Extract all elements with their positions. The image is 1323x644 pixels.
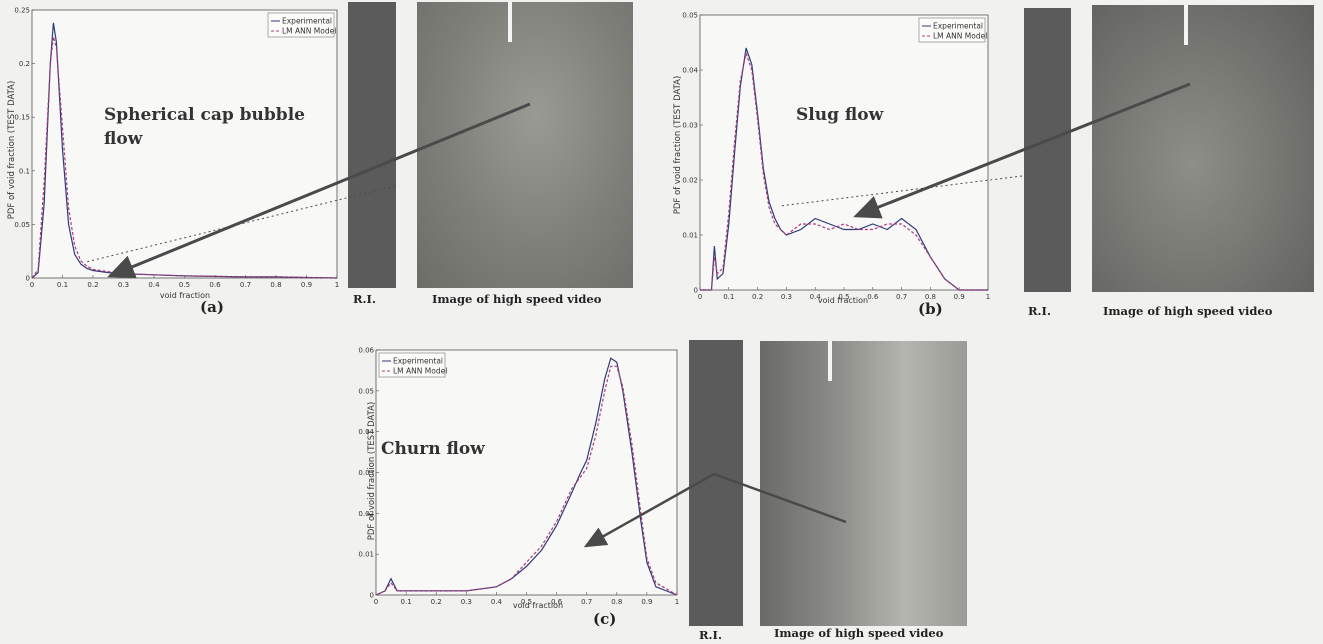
x-tick-label: 0.4 bbox=[491, 598, 503, 606]
legend-label: LM ANN Model bbox=[393, 367, 447, 376]
chart-a: PDF of void fraction (TEST DATA) void fr… bbox=[7, 7, 339, 301]
ri-strip bbox=[689, 340, 743, 626]
x-axis-label: void fraction bbox=[818, 296, 868, 305]
y-tick-label: 0.04 bbox=[682, 67, 698, 75]
y-tick-label: 0.1 bbox=[19, 167, 30, 175]
series-line-experimental bbox=[375, 357, 678, 596]
series-line-lm-ann-model bbox=[700, 51, 988, 291]
x-tick-label: 0.4 bbox=[810, 293, 822, 301]
video-caption: Image of high speed video bbox=[774, 626, 944, 640]
x-tick-label: 0 bbox=[698, 293, 702, 301]
x-tick-label: 0.8 bbox=[611, 598, 622, 606]
high-speed-video-image bbox=[760, 341, 967, 626]
y-tick-label: 0.25 bbox=[14, 7, 30, 15]
legend-box bbox=[267, 12, 335, 38]
y-tick-label: 0.02 bbox=[682, 177, 698, 185]
x-tick-label: 1 bbox=[335, 281, 339, 289]
ri-label: R.I. bbox=[699, 628, 722, 642]
y-tick-label: 0 bbox=[370, 592, 374, 600]
y-tick-label: 0.03 bbox=[358, 469, 374, 477]
series-line-lm-ann-model bbox=[375, 365, 678, 596]
x-tick-label: 0.1 bbox=[57, 281, 68, 289]
x-tick-label: 0.2 bbox=[87, 281, 98, 289]
panel-letter: (b) bbox=[918, 300, 943, 318]
x-tick-label: 0.8 bbox=[270, 281, 281, 289]
high-speed-video-image bbox=[417, 2, 633, 288]
x-tick-label: 0.7 bbox=[581, 598, 592, 606]
x-tick-label: 0.3 bbox=[781, 293, 792, 301]
y-tick-label: 0.03 bbox=[682, 122, 698, 130]
x-tick-label: 0.1 bbox=[723, 293, 734, 301]
x-tick-label: 0.8 bbox=[925, 293, 936, 301]
panel-b: PDF of void fraction (TEST DATA) void fr… bbox=[668, 0, 1008, 330]
panel-letter: (c) bbox=[593, 610, 617, 628]
regime-annotation: Slug flow bbox=[796, 105, 884, 125]
y-tick-label: 0.01 bbox=[358, 551, 374, 559]
chart-c: PDF of void fraction (TEST DATA) void fr… bbox=[358, 347, 679, 611]
y-tick-label: 0 bbox=[694, 287, 698, 295]
video-caption: Image of high speed video bbox=[432, 292, 602, 306]
y-axis-label: PDF of void fraction (TEST DATA) bbox=[7, 81, 17, 220]
x-tick-label: 0.6 bbox=[209, 281, 221, 289]
regime-annotation: Churn flow bbox=[381, 439, 485, 459]
high-speed-video-image bbox=[1092, 5, 1314, 292]
x-tick-label: 0.6 bbox=[551, 598, 563, 606]
x-tick-label: 0.7 bbox=[896, 293, 907, 301]
y-tick-label: 0.05 bbox=[682, 12, 698, 20]
x-tick-label: 0.7 bbox=[240, 281, 251, 289]
x-tick-label: 0.1 bbox=[401, 598, 412, 606]
y-tick-label: 0 bbox=[26, 275, 30, 283]
x-axis-label: void fraction bbox=[513, 601, 563, 610]
regime-annotation: Spherical cap bubble bbox=[104, 105, 305, 125]
x-tick-label: 0.2 bbox=[752, 293, 763, 301]
regime-annotation-line2: flow bbox=[104, 129, 143, 149]
x-tick-label: 0.3 bbox=[461, 598, 472, 606]
legend-label: Experimental bbox=[933, 22, 983, 31]
x-tick-label: 0 bbox=[30, 281, 34, 289]
y-tick-label: 0.15 bbox=[14, 114, 30, 122]
ri-label: R.I. bbox=[1028, 304, 1051, 318]
x-tick-label: 1 bbox=[986, 293, 990, 301]
x-tick-label: 0.3 bbox=[118, 281, 129, 289]
x-axis-label: void fraction bbox=[160, 291, 210, 300]
legend-label: LM ANN Model bbox=[282, 27, 336, 36]
panel-c: PDF of void fraction (TEST DATA) void fr… bbox=[338, 338, 688, 644]
panel-letter: (a) bbox=[200, 298, 224, 316]
legend-label: LM ANN Model bbox=[933, 32, 987, 41]
plot-area bbox=[31, 9, 338, 279]
plot-area bbox=[699, 14, 989, 291]
ri-strip bbox=[1024, 8, 1071, 292]
x-tick-label: 0.5 bbox=[179, 281, 190, 289]
x-tick-label: 0.2 bbox=[431, 598, 442, 606]
y-axis-label: PDF of void fraction (TEST DATA) bbox=[367, 402, 377, 541]
chart-b: PDF of void fraction (TEST DATA) void fr… bbox=[673, 12, 990, 306]
x-tick-label: 0.9 bbox=[641, 598, 652, 606]
y-tick-label: 0.06 bbox=[358, 347, 374, 355]
video-caption: Image of high speed video bbox=[1103, 304, 1273, 318]
x-tick-label: 0.4 bbox=[148, 281, 160, 289]
y-tick-label: 0.05 bbox=[14, 221, 30, 229]
y-tick-label: 0.2 bbox=[19, 60, 30, 68]
x-tick-label: 0.9 bbox=[301, 281, 312, 289]
x-tick-label: 0.9 bbox=[954, 293, 965, 301]
ri-strip bbox=[348, 2, 396, 288]
plot-area bbox=[375, 349, 678, 596]
panel-a: PDF of void fraction (TEST DATA) void fr… bbox=[0, 0, 345, 330]
y-tick-label: 0.02 bbox=[358, 510, 374, 518]
legend-box bbox=[378, 352, 446, 378]
y-tick-label: 0.01 bbox=[682, 232, 698, 240]
legend-label: Experimental bbox=[282, 17, 332, 26]
legend-box bbox=[918, 17, 986, 43]
y-axis-label: PDF of void fraction (TEST DATA) bbox=[673, 76, 683, 215]
ri-label: R.I. bbox=[353, 292, 376, 306]
x-tick-label: 0.5 bbox=[838, 293, 849, 301]
y-tick-label: 0.04 bbox=[358, 428, 374, 436]
x-tick-label: 1 bbox=[675, 598, 679, 606]
y-tick-label: 0.05 bbox=[358, 387, 374, 395]
x-tick-label: 0 bbox=[374, 598, 378, 606]
x-tick-label: 0.5 bbox=[521, 598, 532, 606]
x-tick-label: 0.6 bbox=[867, 293, 879, 301]
legend-label: Experimental bbox=[393, 357, 443, 366]
